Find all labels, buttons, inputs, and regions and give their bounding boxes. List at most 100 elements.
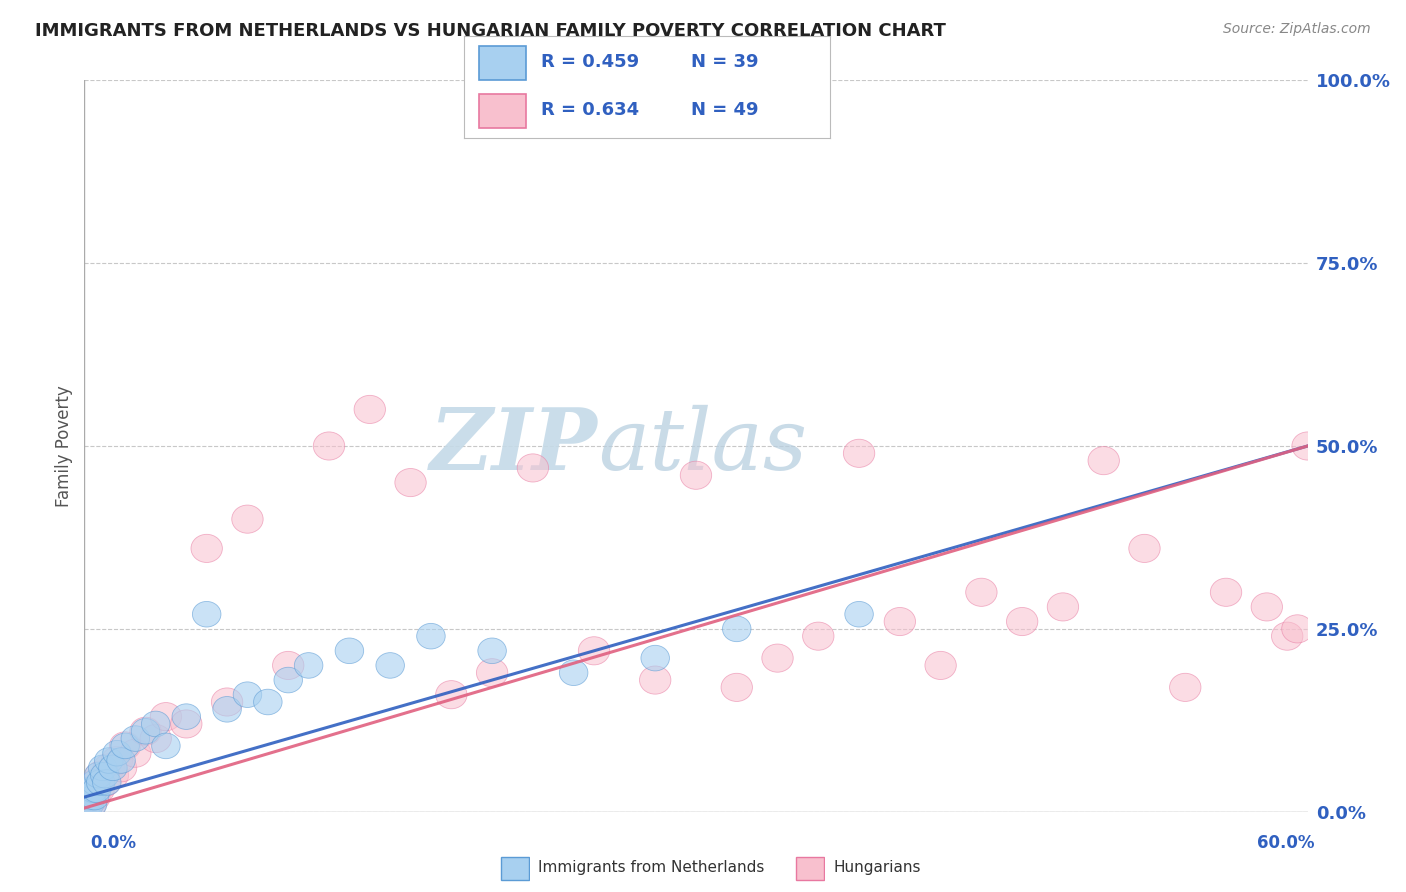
Ellipse shape <box>1088 447 1119 475</box>
Ellipse shape <box>131 718 160 744</box>
Ellipse shape <box>1211 578 1241 607</box>
Ellipse shape <box>107 747 135 773</box>
Ellipse shape <box>80 784 108 810</box>
Ellipse shape <box>578 637 610 665</box>
FancyBboxPatch shape <box>478 95 526 128</box>
Ellipse shape <box>89 755 117 780</box>
Ellipse shape <box>966 578 997 607</box>
Ellipse shape <box>121 726 149 751</box>
Ellipse shape <box>73 791 101 817</box>
Ellipse shape <box>150 703 181 731</box>
Ellipse shape <box>72 790 103 819</box>
Ellipse shape <box>172 704 201 730</box>
Ellipse shape <box>83 776 114 804</box>
Text: R = 0.634: R = 0.634 <box>541 101 638 119</box>
Ellipse shape <box>274 667 302 693</box>
Ellipse shape <box>1170 673 1201 701</box>
Ellipse shape <box>1292 432 1323 460</box>
Text: ZIP: ZIP <box>430 404 598 488</box>
Ellipse shape <box>375 653 405 678</box>
Ellipse shape <box>141 724 172 753</box>
Ellipse shape <box>142 711 170 737</box>
Ellipse shape <box>120 739 150 767</box>
Ellipse shape <box>111 733 139 759</box>
Ellipse shape <box>233 681 262 707</box>
Ellipse shape <box>253 690 283 714</box>
Ellipse shape <box>211 688 243 716</box>
Ellipse shape <box>77 776 108 804</box>
Ellipse shape <box>803 622 834 650</box>
Ellipse shape <box>1251 593 1282 621</box>
Ellipse shape <box>75 791 104 817</box>
Ellipse shape <box>1129 534 1160 563</box>
Ellipse shape <box>97 761 128 789</box>
Text: N = 49: N = 49 <box>690 101 758 119</box>
Ellipse shape <box>170 710 202 738</box>
Ellipse shape <box>105 754 136 782</box>
Ellipse shape <box>723 616 751 641</box>
Ellipse shape <box>335 638 364 664</box>
Ellipse shape <box>416 624 446 649</box>
Ellipse shape <box>681 461 711 490</box>
Ellipse shape <box>1047 593 1078 621</box>
Ellipse shape <box>436 681 467 709</box>
Ellipse shape <box>1007 607 1038 636</box>
Ellipse shape <box>232 505 263 533</box>
Ellipse shape <box>73 783 104 811</box>
Ellipse shape <box>77 784 105 810</box>
Ellipse shape <box>845 601 873 627</box>
Bar <box>501 856 529 880</box>
Ellipse shape <box>94 747 124 773</box>
Ellipse shape <box>560 660 588 686</box>
Ellipse shape <box>1282 615 1313 643</box>
Ellipse shape <box>1271 622 1303 650</box>
Text: atlas: atlas <box>598 405 807 487</box>
Ellipse shape <box>79 791 107 817</box>
Ellipse shape <box>110 731 141 760</box>
Ellipse shape <box>273 651 304 680</box>
Ellipse shape <box>84 761 117 789</box>
Ellipse shape <box>86 770 115 796</box>
Ellipse shape <box>721 673 752 701</box>
Ellipse shape <box>82 770 110 796</box>
Ellipse shape <box>93 770 121 796</box>
FancyBboxPatch shape <box>478 46 526 79</box>
Ellipse shape <box>84 763 112 788</box>
Ellipse shape <box>212 697 242 723</box>
Ellipse shape <box>641 645 669 671</box>
Ellipse shape <box>83 777 111 803</box>
Ellipse shape <box>89 768 121 797</box>
Ellipse shape <box>98 755 127 780</box>
Ellipse shape <box>79 783 110 811</box>
Ellipse shape <box>129 717 162 746</box>
Ellipse shape <box>82 768 112 797</box>
Ellipse shape <box>517 454 548 482</box>
Ellipse shape <box>762 644 793 673</box>
Ellipse shape <box>478 638 506 664</box>
Ellipse shape <box>884 607 915 636</box>
Ellipse shape <box>314 432 344 460</box>
Ellipse shape <box>354 395 385 424</box>
Text: Source: ZipAtlas.com: Source: ZipAtlas.com <box>1223 22 1371 37</box>
Ellipse shape <box>477 658 508 687</box>
Text: 60.0%: 60.0% <box>1257 834 1315 852</box>
Text: Hungarians: Hungarians <box>834 861 921 875</box>
Ellipse shape <box>844 439 875 467</box>
Ellipse shape <box>640 666 671 694</box>
Ellipse shape <box>93 754 125 782</box>
Text: R = 0.459: R = 0.459 <box>541 54 638 71</box>
Ellipse shape <box>90 763 120 788</box>
Ellipse shape <box>294 653 323 678</box>
Ellipse shape <box>75 784 103 810</box>
Text: N = 39: N = 39 <box>690 54 758 71</box>
Ellipse shape <box>193 601 221 627</box>
Ellipse shape <box>75 790 107 819</box>
Bar <box>796 856 824 880</box>
Ellipse shape <box>101 747 132 774</box>
Ellipse shape <box>79 777 108 803</box>
Text: Immigrants from Netherlands: Immigrants from Netherlands <box>538 861 765 875</box>
Text: IMMIGRANTS FROM NETHERLANDS VS HUNGARIAN FAMILY POVERTY CORRELATION CHART: IMMIGRANTS FROM NETHERLANDS VS HUNGARIAN… <box>35 22 946 40</box>
Ellipse shape <box>925 651 956 680</box>
Ellipse shape <box>152 733 180 759</box>
Ellipse shape <box>103 740 131 766</box>
